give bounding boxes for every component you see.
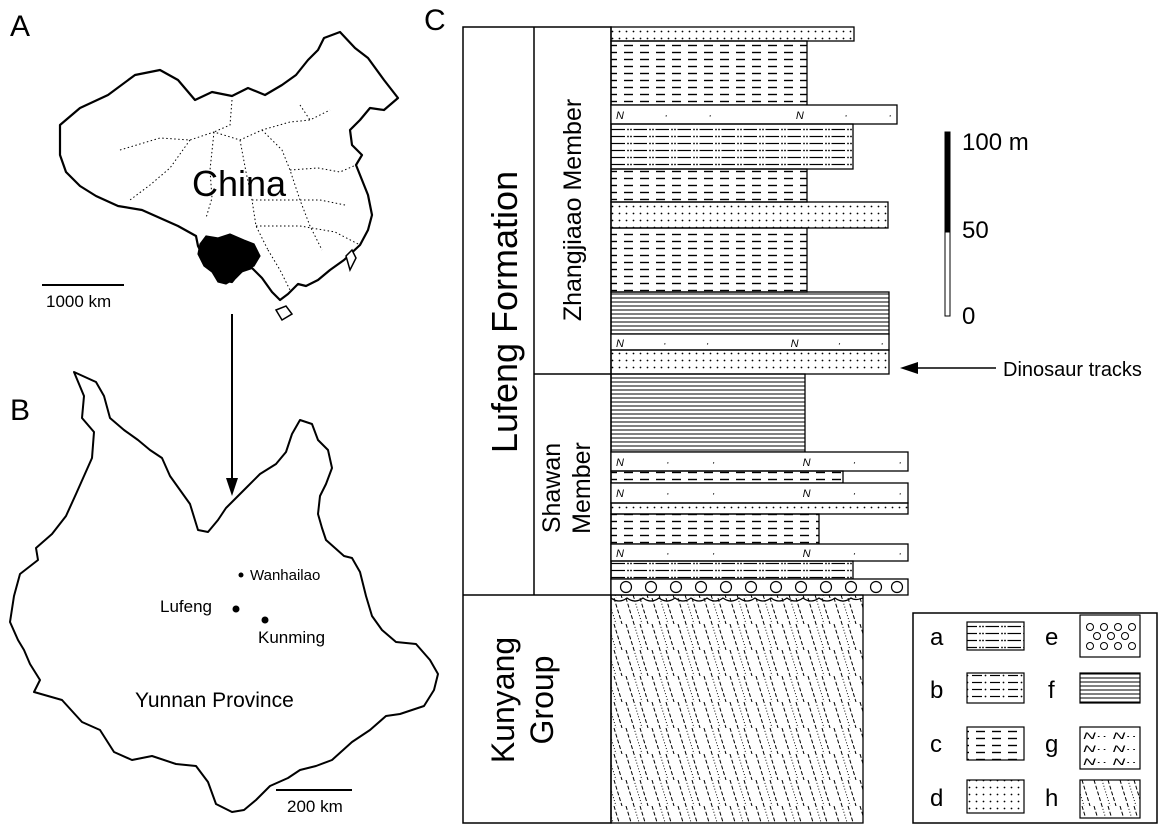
tracks-arrow-head: [900, 362, 918, 374]
scale-label-100: 100 m: [962, 129, 1029, 156]
china-province-borders: [119, 99, 361, 291]
legend-key-b: b: [930, 677, 943, 704]
taiwan-island: [345, 248, 357, 273]
place-label-lufeng: Lufeng: [160, 597, 212, 616]
panel-a: A China 1000 km: [10, 10, 400, 496]
bed: [610, 291, 890, 335]
legend-swatch-e-circles: [1086, 623, 1136, 650]
legend-swatch-f: [1079, 672, 1141, 704]
legend-swatch-g: [1079, 726, 1141, 770]
legend-swatch-c: [966, 726, 1025, 761]
tracks-annotation: Dinosaur tracks: [900, 359, 1142, 381]
bed: [610, 26, 855, 42]
scale-bar-lower: [944, 231, 951, 317]
legend-key-e: e: [1045, 624, 1058, 651]
lithology-legend: a b c d e f g N·· N·· N·· N·· N·· N·· h: [912, 612, 1158, 824]
place-label-kunming: Kunming: [258, 628, 325, 647]
member-lower-label-1: Shawan: [538, 443, 566, 533]
place-marker-lufeng: Lufeng: [160, 597, 240, 616]
bed: [610, 40, 808, 106]
bed: [610, 349, 890, 375]
thickness-scale-bar: 100 m 50 0: [944, 129, 1029, 330]
bed: [610, 201, 889, 229]
locator-arrow-head: [226, 478, 238, 496]
yunnan-outline: [9, 371, 439, 813]
legend-key-h: h: [1045, 785, 1058, 812]
scale-label-0: 0: [962, 303, 975, 330]
member-upper-label: Zhangjiaao Member: [559, 99, 587, 321]
place-marker-wanhailao: Wanhailao: [238, 567, 320, 584]
legend-swatch-d: [966, 779, 1025, 814]
legend-key-c: c: [930, 731, 942, 758]
bed: [610, 168, 808, 203]
legend-swatch-a: [966, 621, 1025, 651]
unconformity-line: [610, 597, 864, 602]
bed: [610, 502, 909, 515]
bed: [610, 227, 808, 293]
bed-kunyang-basement: [610, 594, 864, 824]
member-lower-label-2: Member: [568, 442, 596, 534]
panel-a-letter: A: [10, 10, 30, 43]
bed: [610, 560, 854, 580]
yunnan-province-label: Yunnan Province: [135, 689, 294, 712]
place-marker-kunming: Kunming: [258, 616, 325, 647]
tracks-label: Dinosaur tracks: [1003, 359, 1142, 381]
bed: [610, 470, 844, 484]
legend-swatch-h: [1079, 779, 1141, 819]
china-label: China: [192, 163, 287, 204]
legend-swatch-g-row3: N·· N··: [1083, 757, 1137, 767]
legend-key-g: g: [1045, 731, 1058, 758]
panel-b-scale-label: 200 km: [287, 797, 343, 816]
panel-a-scale-label: 1000 km: [46, 292, 111, 311]
formation-label: Lufeng Formation: [484, 171, 525, 453]
scale-bar-upper: [944, 131, 951, 233]
legend-swatch-b: [966, 672, 1025, 704]
legend-swatch-g-row2: N·· N··: [1083, 744, 1137, 754]
legend-key-a: a: [930, 624, 944, 651]
group-label-1: Kunyang: [485, 637, 521, 763]
bed: [610, 578, 909, 596]
bed: [610, 513, 820, 545]
lithology-column: N·· N·· N·· N·· N·· N·· N·· N·· N·· N··: [610, 26, 909, 824]
conglomerate-circles: [619, 580, 904, 594]
legend-key-f: f: [1048, 677, 1055, 704]
yunnan-highlight: [197, 233, 261, 285]
hainan-island: [274, 305, 294, 322]
panel-b: B Wanhailao Lufeng Kunming Yunnan Provin…: [9, 371, 439, 816]
panel-c: C Lufeng Formation Zhangjiaao Member Sha…: [424, 4, 1158, 824]
legend-key-d: d: [930, 785, 943, 812]
group-label-2: Group: [524, 656, 560, 745]
scale-label-50: 50: [962, 217, 989, 244]
legend-swatch-g-row1: N·· N··: [1083, 731, 1137, 741]
place-label-wanhailao: Wanhailao: [250, 567, 320, 584]
panel-c-letter: C: [424, 4, 446, 37]
bed: [610, 123, 854, 170]
panel-b-letter: B: [10, 394, 30, 427]
legend-swatch-e: [1079, 614, 1141, 658]
bed: [610, 373, 806, 453]
